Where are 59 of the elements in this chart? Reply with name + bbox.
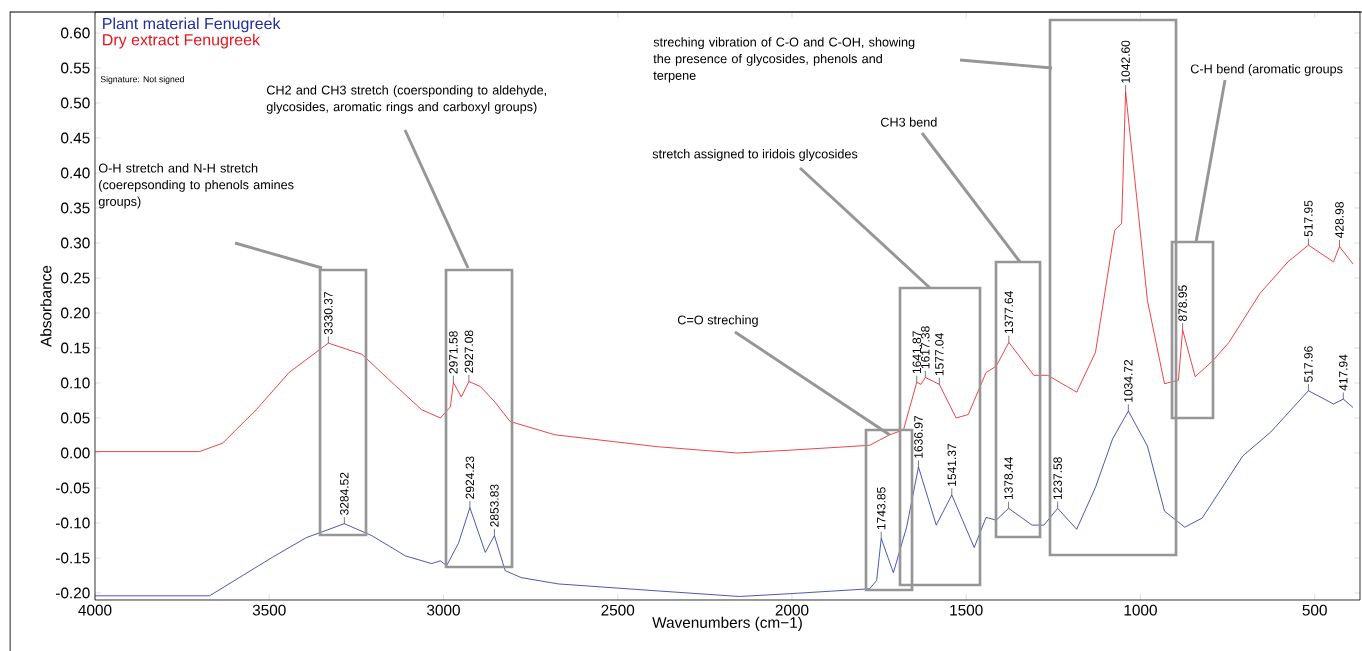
y-tick-label: 0.00 <box>61 447 90 459</box>
annotation: 1034.72 <box>1124 359 1133 402</box>
annotation: 2924.23 <box>465 456 475 499</box>
annotation: C=O streching <box>677 315 758 327</box>
annotation: 1237.58 <box>1053 457 1062 500</box>
annotation: 517.96 <box>1304 346 1313 382</box>
y-axis-title: Absorbance <box>40 265 52 347</box>
annotation: stretch assigned to iridois glycosides <box>652 149 858 161</box>
annotation: 1378.44 <box>1004 457 1013 500</box>
x-axis-title: Wavenumbers (cm−1) <box>652 616 802 632</box>
y-tick-label: 0.10 <box>61 377 90 389</box>
annotation: 878.95 <box>1178 285 1187 322</box>
annotation: 2971.58 <box>449 331 458 374</box>
annotation: 428.98 <box>1335 202 1344 238</box>
annotation: 1541.37 <box>947 443 957 486</box>
y-tick-label: -0.20 <box>56 587 90 599</box>
text: Plant material Fenugreek <box>103 17 281 33</box>
annotation: 1743.85 <box>876 487 886 530</box>
annotation: Signature: Not signed <box>100 75 184 85</box>
annotation: 1617.38 <box>921 326 930 369</box>
y-tick-label: -0.05 <box>56 482 90 494</box>
annotation: 2927.08 <box>464 330 474 373</box>
y-tick-label: 0.60 <box>61 27 90 39</box>
annotation: streching vibration of C-O and C-OH, showing the presence of glycosides, phenols and terpene <box>653 37 915 83</box>
annotation: 1641.87 <box>912 331 922 374</box>
x-tick-label: 3000 <box>427 604 460 616</box>
y-tick-label: 0.40 <box>61 167 90 179</box>
annotation: 2853.83 <box>490 484 499 527</box>
annotation: 417.94 <box>1339 354 1348 391</box>
text: Dry extract Fenugreek <box>103 33 261 49</box>
annotation: 3330.37 <box>324 292 333 335</box>
y-tick-label: 0.50 <box>61 97 90 109</box>
annotation: 1377.64 <box>1004 291 1014 334</box>
x-tick-label: 500 <box>1302 604 1327 616</box>
annotation: 1042.60 <box>1121 40 1130 83</box>
annotation: 1577.04 <box>935 333 944 376</box>
y-tick-label: 0.30 <box>61 237 90 249</box>
annotation: 1636.97 <box>914 415 923 458</box>
x-tick-label: 1000 <box>1124 604 1157 616</box>
x-tick-label: 3500 <box>252 604 286 616</box>
x-tick-label: 4000 <box>78 604 112 616</box>
y-tick-label: -0.15 <box>56 552 90 564</box>
annotation: O-H stretch and N-H stretch (coerepsonding to phenols amines groups) <box>98 163 294 209</box>
y-tick-label: 0.55 <box>61 62 90 74</box>
x-tick-label: 2500 <box>601 604 635 616</box>
x-tick-label: 2000 <box>775 604 809 616</box>
y-tick-label: 0.25 <box>61 272 90 284</box>
y-tick-label: 0.05 <box>61 412 90 424</box>
annotation: CH2 and CH3 stretch (coersponding to aldehyde, glycosides, aromatic rings and carboxyl groups) <box>266 85 547 114</box>
y-tick-label: 0.15 <box>61 342 90 354</box>
annotation: CH3 bend <box>880 117 937 127</box>
annotation: 3284.52 <box>340 472 349 515</box>
y-tick-label: -0.10 <box>56 517 90 529</box>
x-tick-label: 1500 <box>950 604 983 616</box>
y-tick-label: 0.45 <box>61 132 90 144</box>
annotation: 517.95 <box>1304 200 1313 237</box>
annotation: C-H bend (aromatic groups <box>1190 64 1343 76</box>
y-tick-label: 0.20 <box>61 307 90 319</box>
y-tick-label: 0.35 <box>61 202 90 214</box>
